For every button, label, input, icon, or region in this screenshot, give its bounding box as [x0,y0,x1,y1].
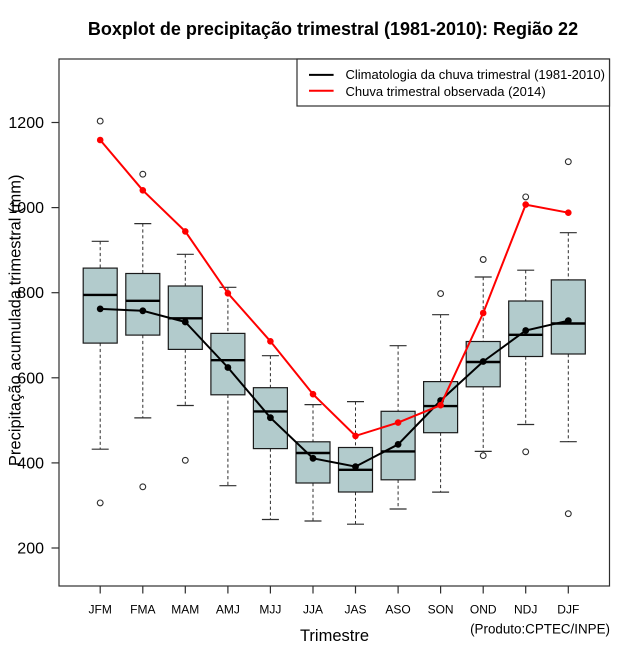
svg-text:400: 400 [17,455,44,472]
svg-text:Boxplot de precipitação trimes: Boxplot de precipitação trimestral (1981… [88,19,578,39]
svg-text:Trimestre: Trimestre [300,627,369,645]
svg-text:1000: 1000 [8,200,44,217]
svg-text:NDJ: NDJ [514,603,537,617]
svg-text:AMJ: AMJ [216,603,240,617]
svg-text:ASO: ASO [385,603,410,617]
svg-text:1200: 1200 [8,115,44,132]
svg-text:800: 800 [17,285,44,302]
svg-text:JAS: JAS [344,603,366,617]
svg-text:Chuva trimestral observada (20: Chuva trimestral observada (2014) [346,84,546,99]
svg-text:FMA: FMA [130,603,155,617]
svg-text:200: 200 [17,541,44,558]
svg-text:JJA: JJA [303,603,323,617]
svg-text:600: 600 [17,370,44,387]
svg-text:(Produto:CPTEC/INPE): (Produto:CPTEC/INPE) [470,622,610,637]
svg-text:OND: OND [470,603,497,617]
svg-text:MAM: MAM [171,603,199,617]
svg-text:Climatologia da chuva trimestr: Climatologia da chuva trimestral (1981-2… [346,67,605,82]
svg-text:JFM: JFM [89,603,112,617]
svg-text:MJJ: MJJ [259,603,281,617]
svg-text:Precipitação acumulada trimest: Precipitação acumulada trimestral (mm) [6,175,24,467]
svg-text:SON: SON [428,603,454,617]
svg-text:DJF: DJF [557,603,579,617]
